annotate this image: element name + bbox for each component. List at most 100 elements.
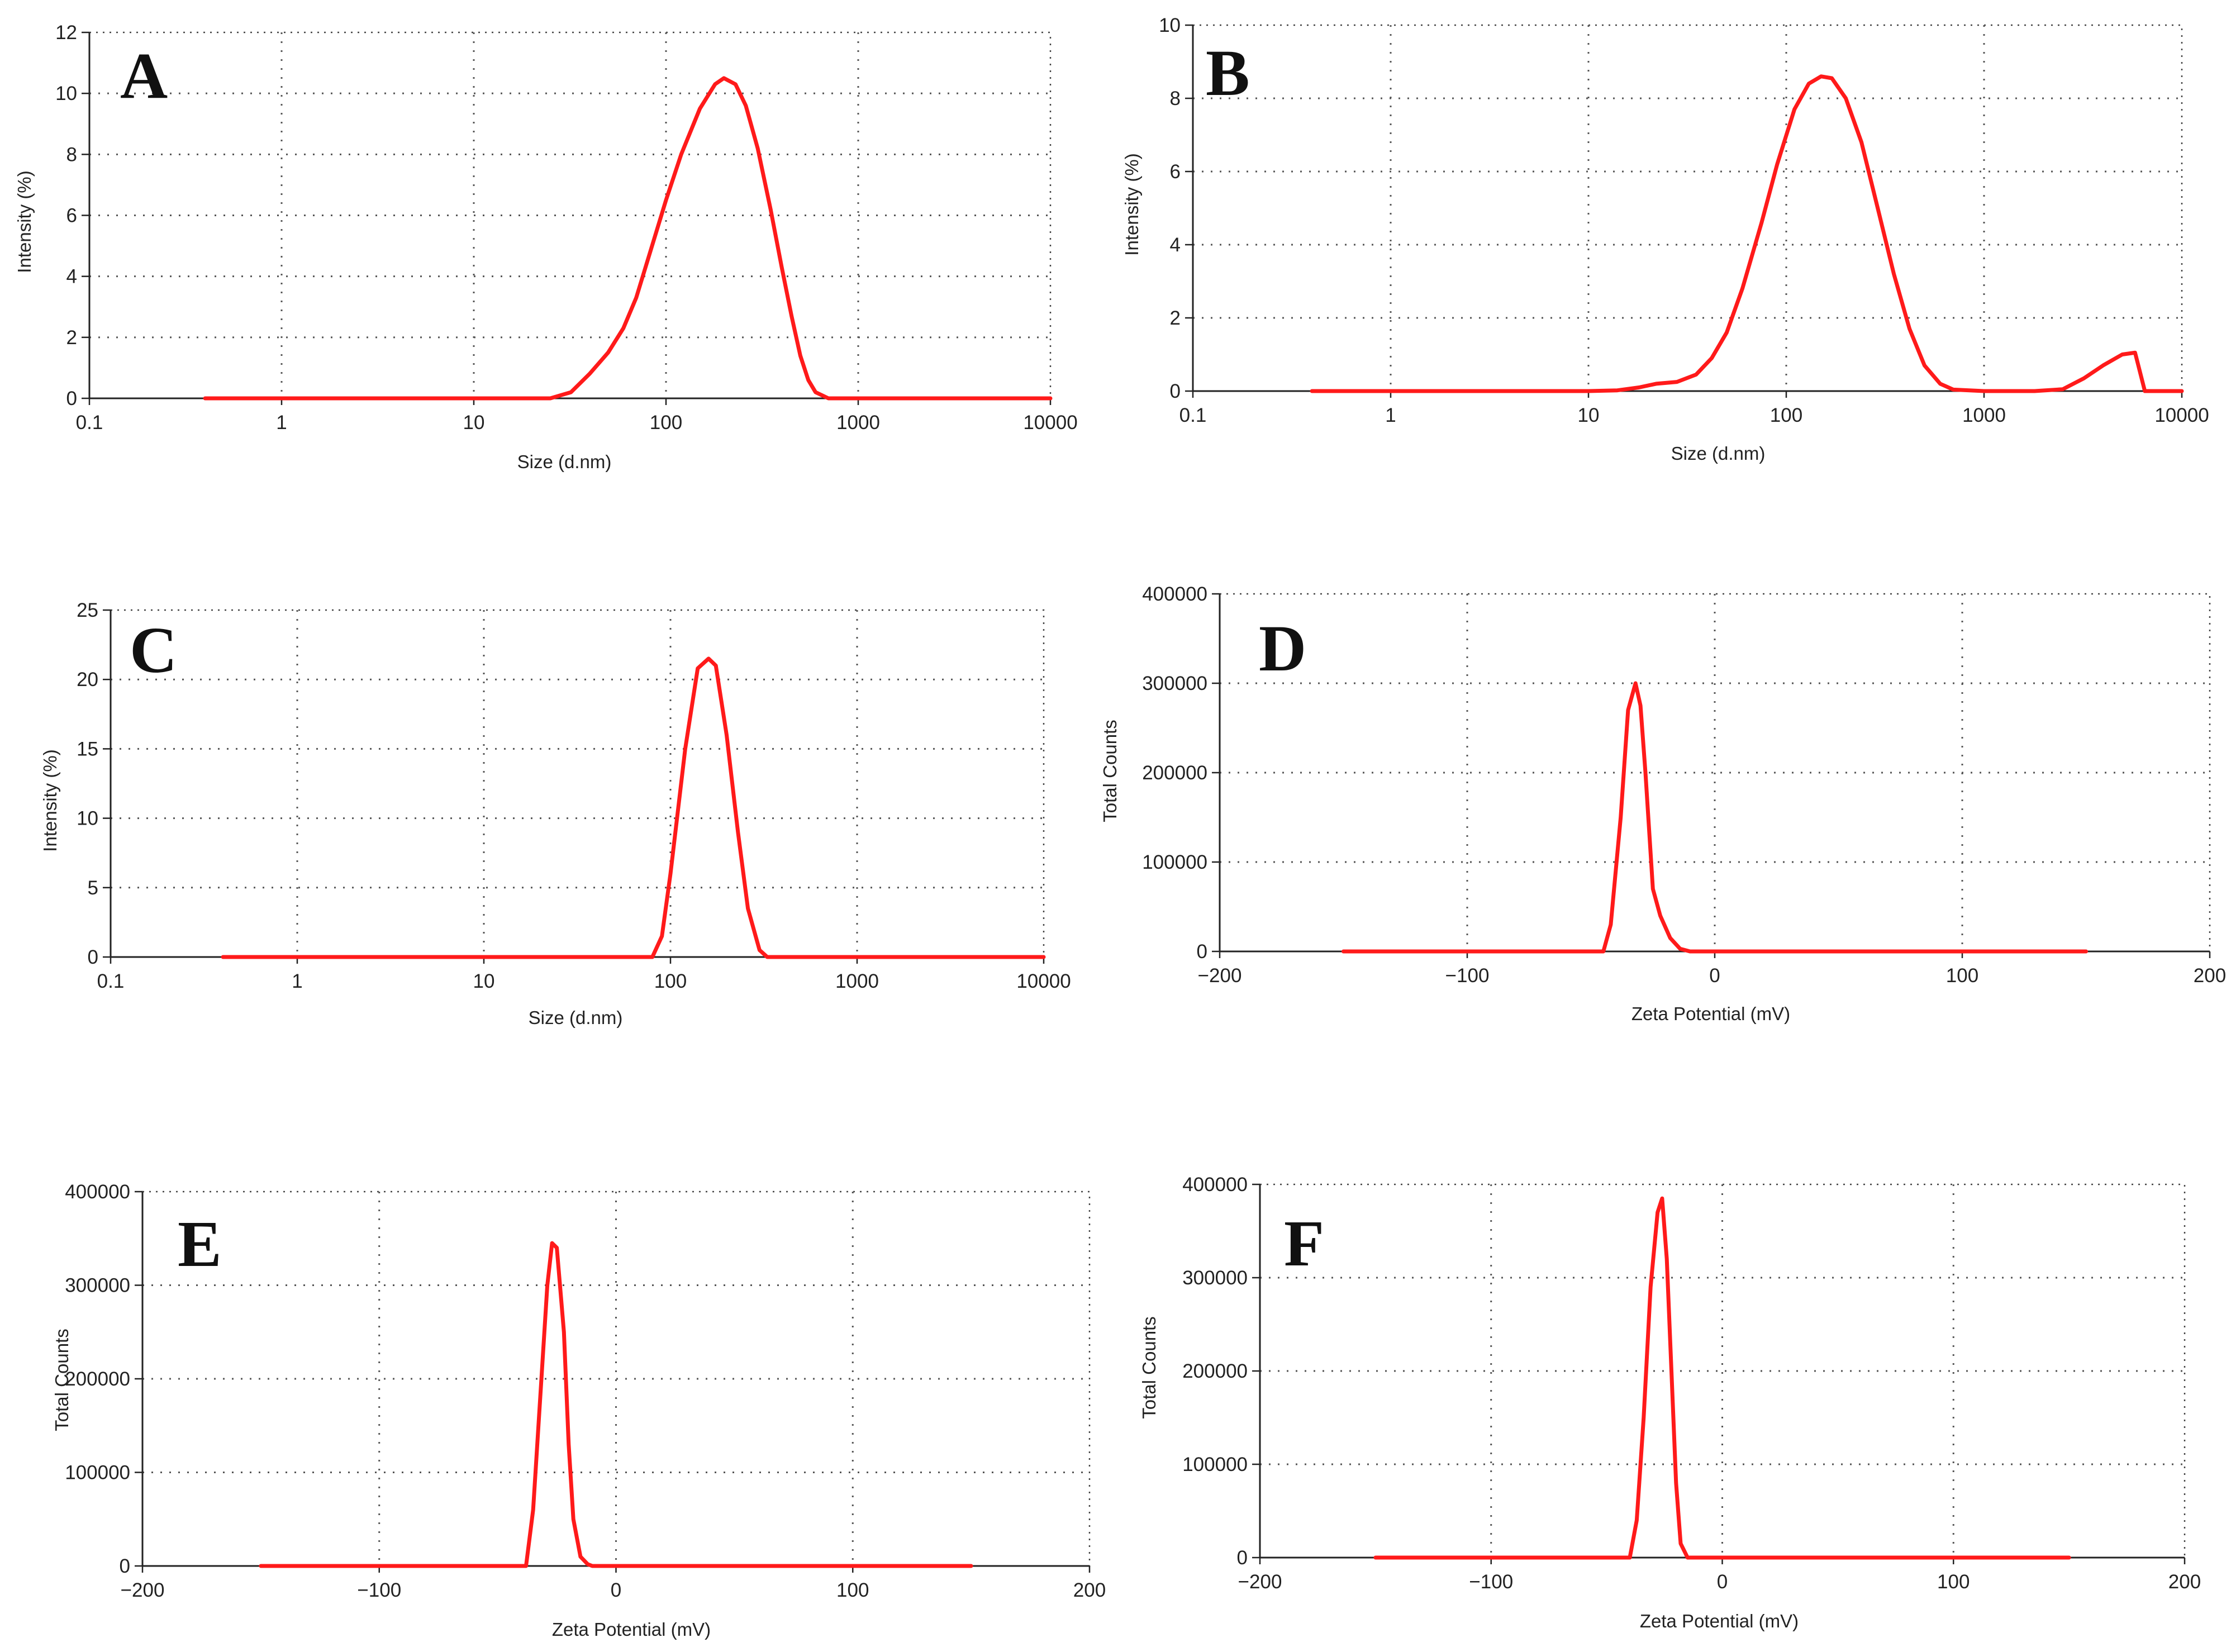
x-tick-label: 100 — [1946, 965, 1978, 987]
x-tick-label: 100 — [1770, 404, 1802, 426]
series-line — [1342, 681, 2088, 954]
y-axis-title: Intensity (%) — [1121, 153, 1142, 255]
x-axis-title: Zeta Potential (mV) — [1631, 1003, 1790, 1024]
x-tick-label: 10 — [473, 970, 495, 992]
series-line — [1310, 74, 2184, 393]
y-tick-label: 20 — [77, 669, 98, 691]
x-tick-label: 200 — [2168, 1571, 2201, 1593]
series-line — [221, 656, 1046, 959]
x-tick-label: 1000 — [835, 970, 879, 992]
plot-frame — [1192, 24, 2183, 392]
y-tick-label: 4 — [66, 266, 77, 288]
x-tick-label: 1 — [276, 412, 287, 434]
x-tick-label: 10000 — [2154, 404, 2209, 426]
x-tick-label: 100 — [650, 412, 682, 434]
y-tick-label: 10 — [77, 808, 98, 830]
y-tick-label: 4 — [1170, 234, 1181, 256]
y-axis-title: Total Counts — [51, 1329, 72, 1431]
plot-area: 0.1 1 10 100 1000 10000 0 5 10 15 20 25 — [77, 599, 1071, 992]
panel-label: F — [1284, 1207, 1324, 1280]
x-tick-label: −200 — [1198, 965, 1242, 987]
x-tick-label: 10000 — [1016, 970, 1071, 992]
y-axis-title: Total Counts — [1139, 1316, 1159, 1418]
plot-area: −200 −100 0 100 200 0 100000 200000 300000 400000 — [65, 1181, 1106, 1601]
x-tick-label: 1000 — [1962, 404, 2006, 426]
panel-label: D — [1259, 612, 1306, 685]
panel-label: A — [120, 39, 168, 112]
y-tick-label: 2 — [66, 327, 77, 349]
y-tick-label: 0 — [1197, 941, 1207, 963]
y-tick-label: 0 — [66, 388, 77, 410]
panel-e: −200 −100 0 100 200 0 100000 200000 300000 400000… — [51, 1181, 1106, 1640]
plot-frame — [1259, 1183, 2186, 1559]
y-tick-label: 300000 — [1182, 1267, 1248, 1289]
x-tick-label: 100 — [836, 1579, 869, 1601]
y-tick-label: 25 — [77, 599, 98, 621]
x-tick-label: 100 — [654, 970, 687, 992]
panel-c: 0.1 1 10 100 1000 10000 0 5 10 15 20 25 C Size (d.n… — [40, 599, 1071, 1028]
x-tick-label: 0.1 — [97, 970, 125, 992]
plot-area: −200 −100 0 100 200 0 100000 200000 300000 400000 — [1142, 583, 2226, 987]
y-tick-label: 5 — [88, 877, 98, 899]
x-tick-label: 10 — [463, 412, 485, 434]
panel-label: C — [130, 613, 177, 687]
panel-d: −200 −100 0 100 200 0 100000 200000 300000 400000… — [1100, 583, 2226, 1024]
x-tick-label: 1000 — [836, 412, 880, 434]
plot-area: −200 −100 0 100 200 0 100000 200000 300000 400000 — [1182, 1174, 2201, 1593]
y-tick-label: 300000 — [1142, 673, 1207, 694]
x-tick-label: 200 — [2194, 965, 2226, 987]
panel-label: B — [1206, 36, 1250, 110]
x-tick-label: −100 — [1469, 1571, 1513, 1593]
plot-area: 0.1 1 10 100 1000 10000 0 2 4 6 8 10 12 — [55, 22, 1078, 434]
series-line — [259, 1241, 973, 1568]
x-axis-title: Size (d.nm) — [517, 451, 612, 472]
x-tick-label: −100 — [357, 1579, 401, 1601]
y-tick-label: 200000 — [1142, 762, 1207, 784]
y-tick-label: 400000 — [65, 1181, 130, 1203]
y-tick-label: 0 — [120, 1555, 130, 1577]
y-tick-label: 100000 — [1182, 1454, 1248, 1475]
x-tick-label: 100 — [1937, 1571, 1970, 1593]
x-tick-label: 0 — [1717, 1571, 1728, 1593]
x-tick-label: 0 — [1709, 965, 1720, 987]
x-axis-title: Size (d.nm) — [529, 1007, 623, 1028]
y-axis-title: Intensity (%) — [40, 749, 60, 851]
y-tick-label: 100000 — [1142, 851, 1207, 873]
x-axis-title: Size (d.nm) — [1671, 443, 1766, 464]
plot-area: 0.1 1 10 100 1000 10000 0 2 4 6 8 10 — [1159, 15, 2209, 426]
panel-label: E — [178, 1207, 222, 1280]
x-tick-label: 10 — [1578, 404, 1600, 426]
y-tick-label: 6 — [1170, 161, 1181, 183]
y-tick-label: 100000 — [65, 1462, 130, 1484]
x-tick-label: 0.1 — [76, 412, 103, 434]
y-tick-label: 10 — [1159, 15, 1181, 36]
y-axis-title: Total Counts — [1100, 720, 1120, 822]
y-tick-label: 8 — [66, 144, 77, 165]
y-tick-label: 10 — [55, 83, 77, 104]
y-axis-title: Intensity (%) — [14, 170, 35, 273]
y-tick-label: 400000 — [1142, 583, 1207, 605]
y-tick-label: 8 — [1170, 88, 1181, 110]
y-tick-label: 0 — [1237, 1547, 1248, 1569]
x-tick-label: 1 — [292, 970, 302, 992]
x-tick-label: 1 — [1385, 404, 1396, 426]
plot-frame — [110, 609, 1045, 958]
x-tick-label: −100 — [1445, 965, 1490, 987]
x-tick-label: 200 — [1073, 1579, 1106, 1601]
x-axis-title: Zeta Potential (mV) — [1640, 1611, 1799, 1631]
y-tick-label: 400000 — [1182, 1174, 1248, 1196]
panel-f: −200 −100 0 100 200 0 100000 200000 300000 400000… — [1139, 1174, 2201, 1631]
y-tick-label: 2 — [1170, 307, 1181, 329]
x-tick-label: 0 — [611, 1579, 621, 1601]
x-tick-label: −200 — [1238, 1571, 1282, 1593]
series-line — [203, 76, 1053, 401]
x-tick-label: −200 — [121, 1579, 165, 1601]
y-tick-label: 12 — [55, 22, 77, 44]
y-tick-label: 15 — [77, 738, 98, 760]
x-axis-title: Zeta Potential (mV) — [552, 1619, 711, 1640]
y-tick-label: 6 — [66, 205, 77, 227]
y-tick-label: 200000 — [1182, 1360, 1248, 1382]
x-tick-label: 10000 — [1023, 412, 1077, 434]
